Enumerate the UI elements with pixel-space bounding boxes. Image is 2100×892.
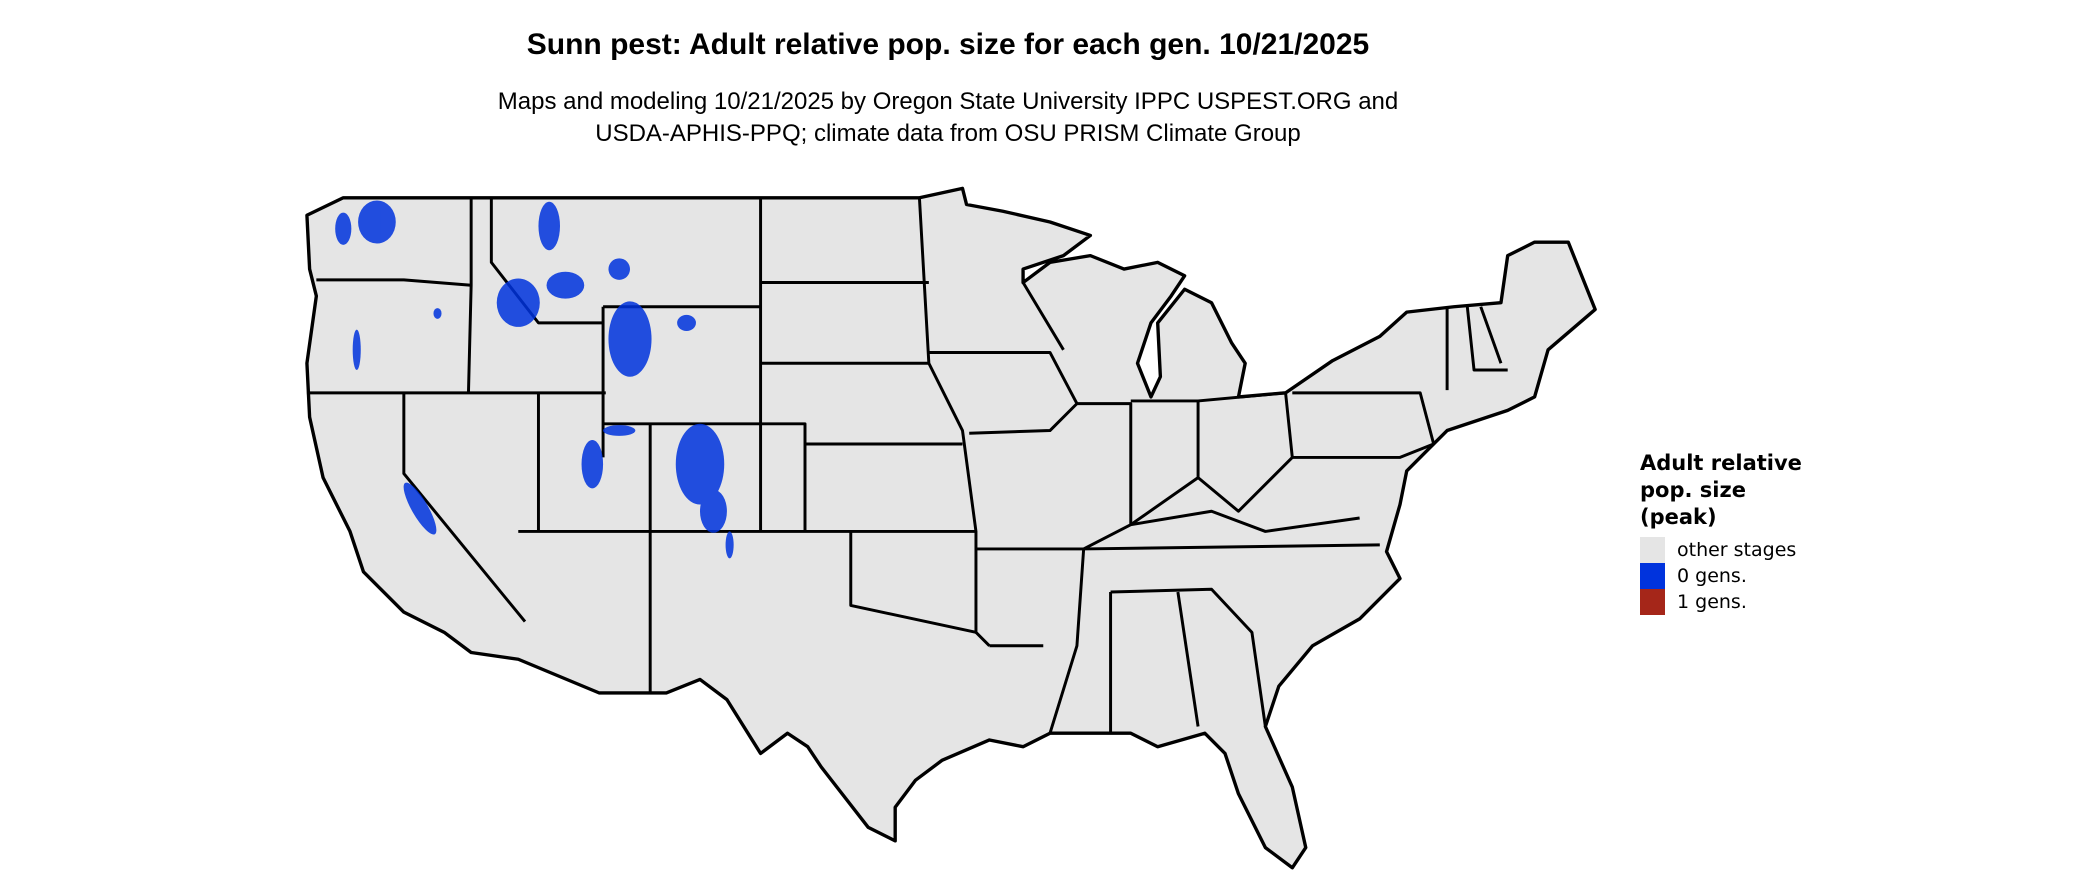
legend-label: 1 gens. (1677, 591, 1747, 613)
map-title: Sunn pest: Adult relative pop. size for … (526, 28, 1370, 61)
legend-title-line-3: (peak) (1640, 505, 1717, 529)
legend-swatch (1640, 589, 1665, 615)
subtitle-line-1: Maps and modeling 10/21/2025 by Oregon S… (497, 88, 1399, 115)
state-borders (306, 197, 1508, 734)
legend-title-line-2: pop. size (1640, 478, 1746, 502)
subtitle-line-2: USDA-APHIS-PPQ; climate data from OSU PR… (595, 120, 1301, 147)
legend-item-other-stages: other stages (1640, 537, 1802, 563)
legend-item-1-gens: 1 gens. (1640, 589, 1802, 615)
legend-label: 0 gens. (1677, 565, 1747, 587)
map-subtitle: Maps and modeling 10/21/2025 by Oregon S… (0, 86, 1896, 150)
legend-item-0-gens: 0 gens. (1640, 563, 1802, 589)
legend-label: other stages (1677, 539, 1797, 561)
legend-title: Adult relative pop. size (peak) (1640, 450, 1802, 531)
legend-title-line-1: Adult relative (1640, 451, 1802, 475)
zero-gens-areas (335, 200, 734, 559)
legend-swatch (1640, 563, 1665, 589)
legend-swatch (1640, 537, 1665, 563)
legend: Adult relative pop. size (peak) other st… (1640, 450, 1802, 615)
